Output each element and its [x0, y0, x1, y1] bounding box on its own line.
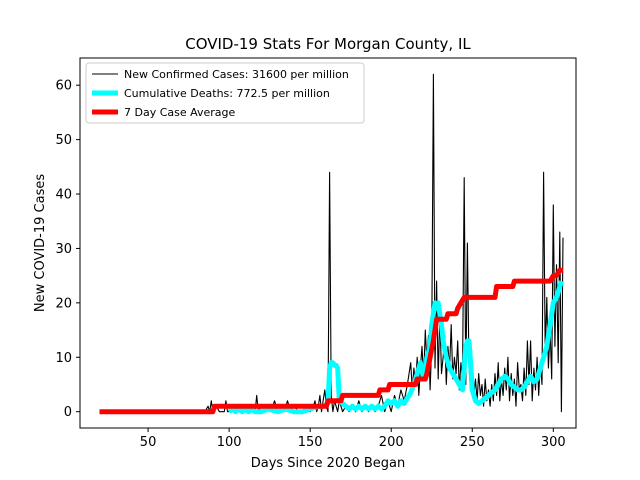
x-tick-label: 50 [140, 435, 157, 450]
x-axis: 50 100 150 200 250 300 [140, 428, 566, 450]
y-tick-label: 30 [55, 242, 72, 257]
plot-area [99, 73, 564, 415]
legend-label-average: 7 Day Case Average [124, 106, 236, 119]
y-tick-label: 50 [55, 133, 72, 148]
x-tick-label: 150 [298, 435, 323, 450]
y-tick-label: 60 [55, 79, 72, 94]
y-axis: 0 10 20 30 40 50 60 [55, 79, 80, 420]
series-line-7-day-average [99, 267, 563, 415]
legend-box [85, 62, 365, 124]
y-tick-label: 0 [64, 405, 72, 420]
x-axis-label: Days Since 2020 Began [251, 456, 406, 471]
legend: New Confirmed Cases: 31600 per million C… [85, 62, 365, 124]
x-tick-label: 300 [541, 435, 566, 450]
y-tick-label: 20 [55, 296, 72, 311]
x-tick-label: 100 [217, 435, 242, 450]
plot-frame [79, 57, 577, 429]
y-tick-label: 40 [55, 188, 72, 203]
x-tick-label: 250 [460, 435, 485, 450]
legend-label-cases: New Confirmed Cases: 31600 per million [124, 68, 349, 81]
y-tick-label: 10 [55, 351, 72, 366]
y-axis-label: New COVID-19 Cases [33, 174, 48, 312]
legend-label-deaths: Cumulative Deaths: 772.5 per million [124, 87, 330, 100]
x-tick-label: 200 [379, 435, 404, 450]
chart-title: COVID-19 Stats For Morgan County, IL [185, 35, 471, 53]
